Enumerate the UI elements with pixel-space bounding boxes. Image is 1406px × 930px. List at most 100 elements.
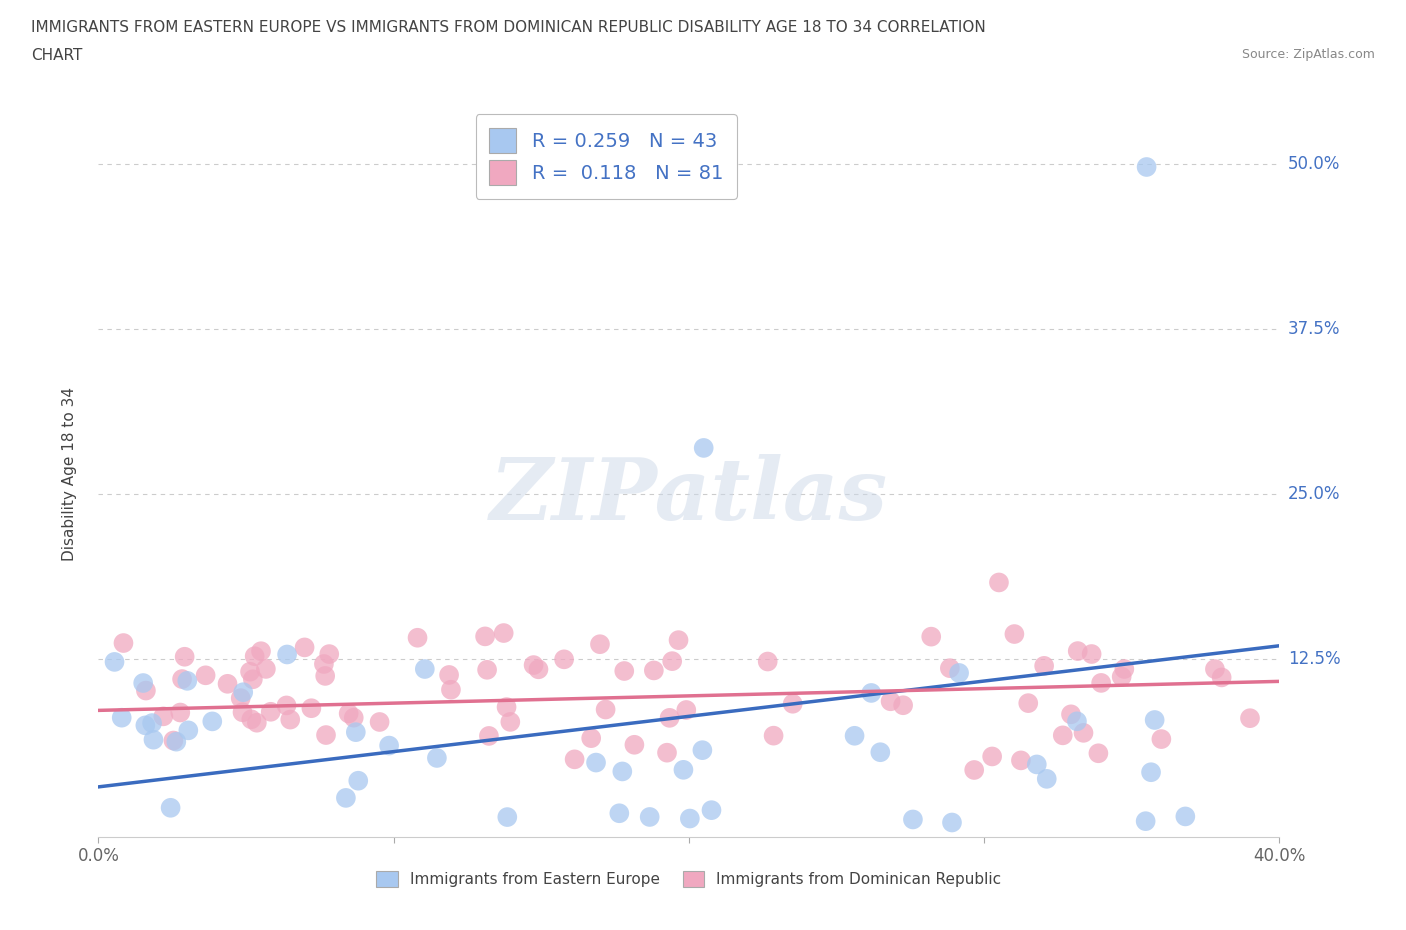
Point	[344, 724, 367, 739]
Text: Source: ZipAtlas.com: Source: ZipAtlas.com	[1241, 48, 1375, 61]
Point	[294, 640, 316, 655]
Point	[335, 790, 357, 805]
Point	[142, 732, 165, 747]
Point	[658, 711, 681, 725]
Point	[1111, 670, 1133, 684]
Point	[988, 575, 1011, 590]
Point	[1025, 757, 1047, 772]
Point	[527, 662, 550, 677]
Point	[242, 671, 264, 686]
Point	[1066, 714, 1088, 729]
Point	[1017, 696, 1039, 711]
Point	[920, 630, 942, 644]
Point	[475, 662, 498, 677]
Point	[496, 810, 519, 825]
Point	[229, 691, 252, 706]
Point	[692, 743, 714, 758]
Point	[891, 698, 914, 712]
Point	[426, 751, 449, 765]
Point	[299, 701, 322, 716]
Point	[595, 702, 617, 717]
Point	[1140, 764, 1163, 779]
Point	[276, 698, 298, 713]
Point	[240, 711, 263, 726]
Point	[869, 745, 891, 760]
Point	[152, 709, 174, 724]
Point	[278, 712, 301, 727]
Point	[347, 773, 370, 788]
Text: 12.5%: 12.5%	[1288, 650, 1340, 668]
Point	[495, 699, 517, 714]
Point	[165, 734, 187, 749]
Point	[672, 763, 695, 777]
Point	[1090, 675, 1112, 690]
Point	[162, 733, 184, 748]
Point	[948, 666, 970, 681]
Point	[981, 749, 1004, 764]
Text: 37.5%: 37.5%	[1288, 320, 1340, 339]
Point	[589, 637, 612, 652]
Point	[141, 715, 163, 730]
Point	[901, 812, 924, 827]
Point	[176, 673, 198, 688]
Point	[499, 714, 522, 729]
Text: ZIPatlas: ZIPatlas	[489, 455, 889, 538]
Point	[1067, 644, 1090, 658]
Point	[250, 644, 273, 658]
Point	[1087, 746, 1109, 761]
Point	[643, 663, 665, 678]
Point	[318, 646, 340, 661]
Point	[623, 737, 645, 752]
Point	[173, 649, 195, 664]
Point	[231, 705, 253, 720]
Point	[1035, 771, 1057, 786]
Point	[112, 635, 135, 650]
Point	[1143, 712, 1166, 727]
Point	[1073, 725, 1095, 740]
Point	[941, 815, 963, 830]
Text: CHART: CHART	[31, 48, 83, 63]
Text: 50.0%: 50.0%	[1288, 155, 1340, 173]
Point	[474, 629, 496, 644]
Point	[1033, 658, 1056, 673]
Point	[134, 718, 156, 733]
Point	[553, 652, 575, 667]
Point	[194, 668, 217, 683]
Point	[315, 727, 337, 742]
Point	[254, 661, 277, 676]
Point	[638, 809, 661, 824]
Point	[276, 647, 298, 662]
Point	[232, 684, 254, 699]
Point	[343, 711, 366, 725]
Point	[413, 661, 436, 676]
Point	[860, 685, 883, 700]
Point	[523, 658, 546, 672]
Point	[756, 654, 779, 669]
Text: 25.0%: 25.0%	[1288, 485, 1340, 503]
Point	[679, 811, 702, 826]
Point	[655, 745, 678, 760]
Point	[492, 626, 515, 641]
Point	[1080, 646, 1102, 661]
Point	[612, 764, 634, 779]
Point	[1211, 670, 1233, 684]
Point	[260, 704, 283, 719]
Point	[1136, 160, 1159, 175]
Point	[243, 649, 266, 664]
Text: IMMIGRANTS FROM EASTERN EUROPE VS IMMIGRANTS FROM DOMINICAN REPUBLIC DISABILITY : IMMIGRANTS FROM EASTERN EUROPE VS IMMIGR…	[31, 20, 986, 35]
Point	[844, 728, 866, 743]
Point	[963, 763, 986, 777]
Point	[201, 714, 224, 729]
Point	[337, 706, 360, 721]
Point	[312, 657, 335, 671]
Point	[939, 660, 962, 675]
Point	[170, 671, 193, 686]
Point	[103, 655, 125, 670]
Point	[879, 694, 901, 709]
Point	[111, 711, 134, 725]
Point	[668, 632, 690, 647]
Point	[478, 728, 501, 743]
Point	[177, 723, 200, 737]
Point	[693, 441, 716, 456]
Point	[1114, 661, 1136, 676]
